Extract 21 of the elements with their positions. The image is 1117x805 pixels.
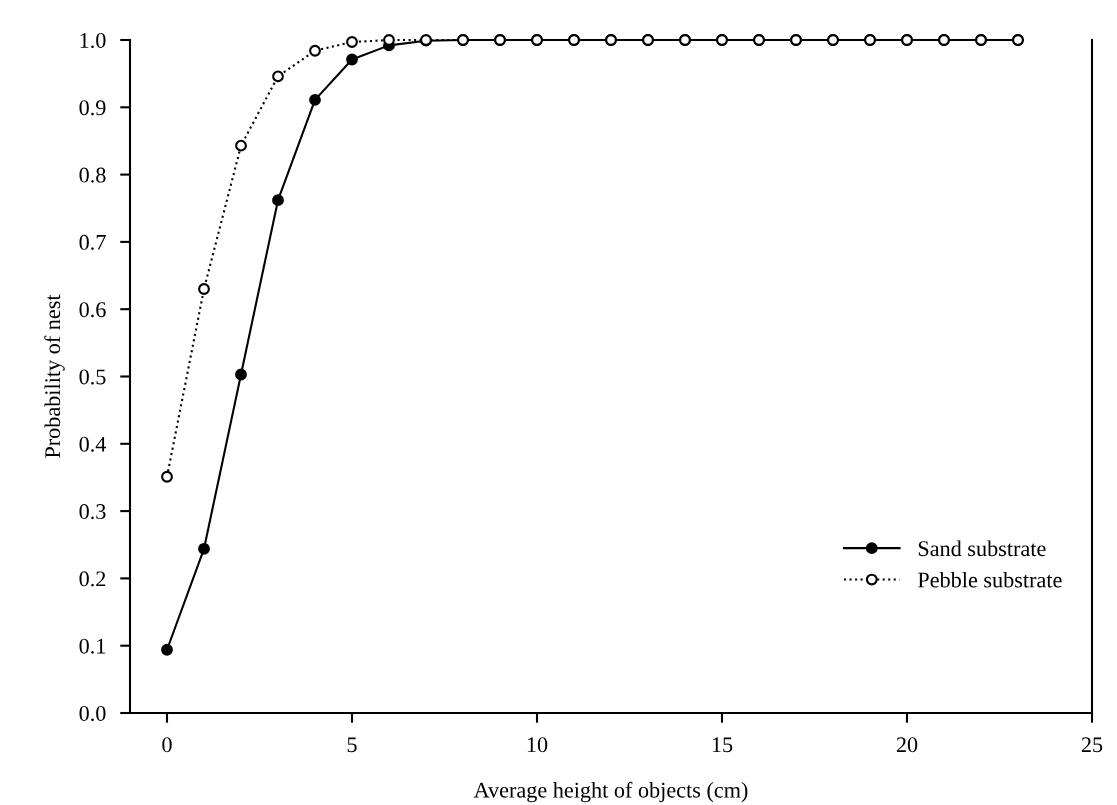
y-tick-label: 0.5	[79, 369, 106, 385]
y-tick-label: 0.8	[79, 167, 106, 183]
y-tick-label: 0.9	[79, 100, 106, 116]
y-tick-label: 0.2	[79, 571, 106, 587]
y-tick-label: 0.7	[79, 234, 106, 250]
x-tick-label: 25	[1081, 737, 1103, 753]
y-tick-label: 0.6	[79, 302, 106, 318]
legend-label: Sand substrate	[918, 540, 1046, 557]
x-tick-label: 10	[527, 737, 548, 753]
x-tick-label: 5	[347, 737, 357, 753]
y-tick-label: 1.0	[80, 32, 106, 49]
legend-label: Pebble substrate	[917, 571, 1062, 588]
y-axis-title: Probability of nest	[44, 294, 65, 458]
y-tick-label: 0.1	[79, 638, 106, 654]
y-tick-label: 0.4	[79, 436, 107, 452]
x-tick-label: 0	[162, 737, 172, 753]
y-tick-label: 0.3	[79, 504, 106, 520]
x-tick-label: 15	[712, 737, 733, 753]
x-axis-title: Average height of objects (cm)	[473, 781, 748, 803]
x-tick-label: 20	[896, 737, 918, 753]
y-tick-label: 0.0	[79, 705, 106, 722]
